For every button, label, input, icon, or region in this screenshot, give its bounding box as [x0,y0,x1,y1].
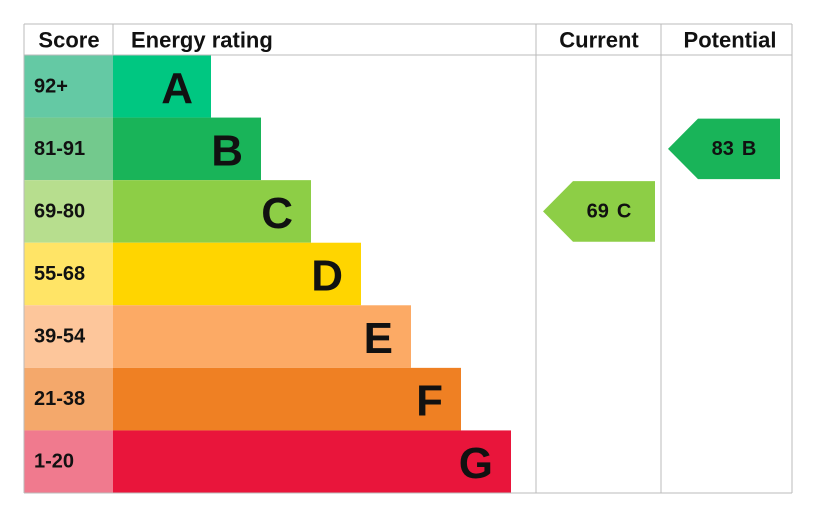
potential-label: 83 B [712,138,757,160]
header-potential: Potential [684,28,777,53]
score-label: 1-20 [34,451,74,473]
band-letter: F [416,377,443,426]
score-label: 21-38 [34,388,85,410]
rating-bar [113,242,361,306]
rating-bar [113,180,311,243]
score-label: 55-68 [34,263,85,285]
band-letter: B [211,126,243,175]
score-cell [24,242,113,306]
rating-bar [113,117,261,181]
score-cell [24,180,113,243]
band-letter: C [261,189,293,238]
header-rating: Energy rating [131,28,273,53]
current-arrow [543,181,655,242]
band-letter: A [161,64,193,113]
score-cell [24,117,113,181]
potential-band: B [742,138,756,160]
score-label: 69-80 [34,200,85,222]
score-cell [24,367,113,431]
rating-bar [113,430,511,493]
current-label: 69 C [587,200,632,222]
current-score: 69 [587,200,609,222]
score-label: 39-54 [34,326,86,348]
header-current: Current [559,28,639,53]
band-letter: E [364,314,393,363]
score-cell [24,305,113,368]
header-score: Score [38,28,99,53]
score-label: 81-91 [34,138,85,160]
rating-bar [113,55,211,118]
band-letter: G [459,439,493,488]
potential-arrow [668,118,780,180]
score-label: 92+ [34,75,68,97]
rating-bar [113,367,461,431]
rating-bar [113,305,411,368]
score-cell [24,430,113,493]
band-letter: D [311,252,343,301]
score-cell [24,55,113,118]
current-band: C [617,200,631,222]
potential-score: 83 [712,138,734,160]
